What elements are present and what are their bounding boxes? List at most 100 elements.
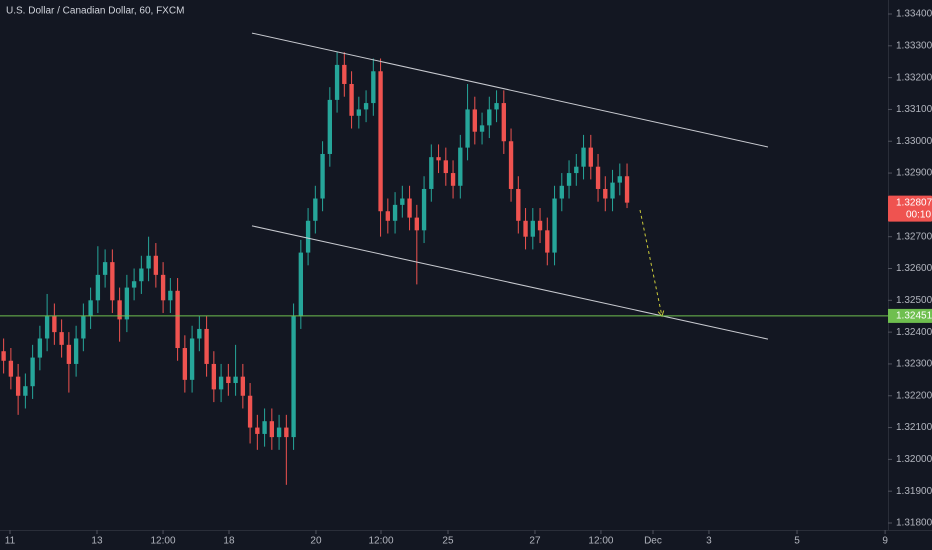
candle-body (545, 230, 550, 253)
candle-body (37, 338, 43, 358)
candle-body (487, 109, 492, 126)
candle-body (276, 427, 282, 438)
forecast-arrow (639, 209, 663, 317)
candle-body (624, 176, 630, 203)
candle-body (88, 300, 93, 317)
candle-body (30, 357, 35, 387)
y-tick-label: 1.32400 (896, 327, 932, 338)
x-tick-label: 9 (882, 536, 888, 547)
candle-body (59, 332, 64, 345)
y-tick-label: 1.32600 (896, 263, 932, 274)
candle-body (160, 274, 166, 301)
candle-body (588, 147, 593, 167)
candle-body (226, 376, 231, 384)
candle-body (566, 173, 572, 186)
candle-body (516, 188, 521, 221)
candle-body (197, 328, 202, 339)
countdown-label: 00:10 (906, 209, 931, 220)
candle-body (95, 274, 101, 301)
candle-body (436, 157, 441, 161)
candle-body (269, 421, 275, 438)
candle-body (603, 188, 608, 199)
candle-body (262, 421, 267, 434)
candle-body (537, 220, 543, 231)
trend-line (251, 225, 769, 340)
candle-body (8, 360, 14, 377)
y-tick-label: 1.33300 (896, 40, 932, 51)
y-tick-label: 1.32200 (896, 390, 932, 401)
x-tick-label: 3 (706, 536, 712, 547)
y-tick-label: 1.31900 (896, 486, 932, 497)
candle-body (610, 182, 615, 199)
candle-body (320, 153, 325, 199)
y-tick-label: 1.31800 (896, 518, 932, 529)
candle-body (349, 83, 354, 116)
candle-body (117, 300, 122, 320)
candle-body (131, 281, 137, 288)
candle-body (581, 147, 586, 167)
y-tick-label: 1.33400 (896, 9, 932, 20)
candle-body (450, 173, 456, 186)
candle-body (356, 109, 361, 116)
candle-body (73, 338, 79, 364)
candle-body (378, 71, 383, 212)
candle-body (15, 376, 21, 396)
candle-body (211, 363, 217, 390)
candle-body (414, 217, 419, 231)
x-tick-label: 11 (5, 536, 16, 547)
candle-body (305, 220, 311, 253)
candle-body (23, 386, 28, 396)
candle-body (298, 252, 304, 317)
y-tick-label: 1.32900 (896, 168, 932, 179)
chart-title: U.S. Dollar / Canadian Dollar, 60, FXCM (6, 6, 184, 17)
candle-body (523, 220, 528, 237)
y-tick-label: 1.32000 (896, 454, 932, 465)
candle-body (1, 351, 6, 361)
candle-body (255, 427, 260, 434)
candle-body (429, 157, 434, 189)
candle-body (342, 64, 347, 84)
candle-body (139, 268, 144, 282)
candle-body (110, 262, 115, 301)
candle-body (334, 64, 340, 100)
candle-body (284, 427, 289, 438)
candle-body (595, 166, 601, 189)
x-tick-label: 18 (223, 536, 235, 547)
candle-body (371, 71, 376, 104)
x-tick-label: Dec (644, 536, 662, 547)
candle-body (392, 204, 398, 221)
candle-body (501, 103, 506, 142)
candle-body (327, 99, 333, 154)
candle-body (421, 188, 427, 231)
x-tick-label: 12:00 (151, 536, 176, 547)
candle-body (168, 290, 173, 301)
candle-body (400, 198, 405, 205)
candle-body (153, 255, 159, 275)
candle-body (146, 255, 151, 269)
y-tick-label: 1.32100 (896, 422, 932, 433)
candle-body (465, 109, 470, 148)
y-tick-label: 1.33100 (896, 104, 932, 115)
candle-body (182, 348, 188, 380)
y-tick-label: 1.33000 (896, 136, 932, 147)
candle-body (559, 185, 564, 199)
last-price-label: 1.32807 (896, 197, 932, 208)
candle-body (233, 376, 238, 384)
candle-body (479, 125, 485, 132)
candle-body (218, 376, 224, 390)
level-label-bg (888, 308, 932, 323)
level-label: 1.32451 (896, 311, 932, 322)
candle-body (530, 220, 535, 237)
candle-body (472, 109, 477, 132)
candle-body (385, 211, 390, 221)
candle-body (81, 316, 86, 339)
candle-body (44, 316, 50, 339)
candle-body (443, 160, 448, 174)
candle-body (204, 328, 209, 364)
candle-body (66, 344, 72, 364)
candle-body (102, 262, 108, 275)
x-tick-label: 12:00 (368, 536, 393, 547)
